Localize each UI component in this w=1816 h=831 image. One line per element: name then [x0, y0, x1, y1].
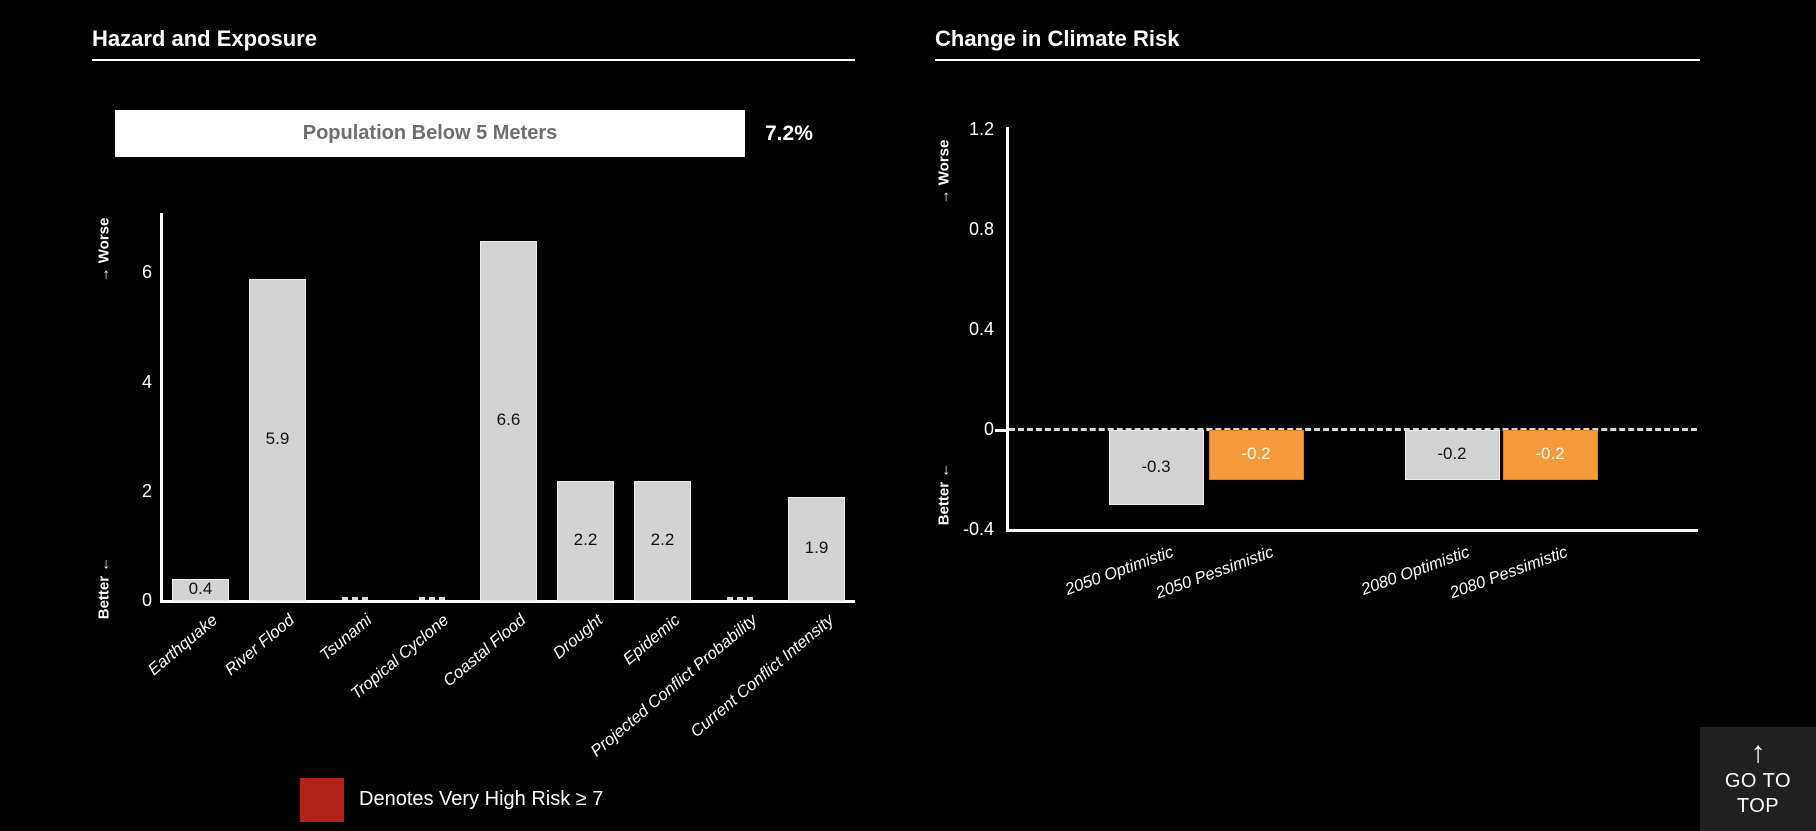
up-arrow-icon: ↑ [1750, 736, 1766, 769]
bar-river-flood [249, 278, 306, 601]
climate-risk-title-underline [935, 59, 1700, 61]
bar-earthquake [172, 579, 229, 601]
climate-x-axis-line [1006, 529, 1698, 532]
hazard-x-axis-line [160, 600, 855, 603]
hazard-exposure-title: Hazard and Exposure [92, 26, 317, 51]
bar-2080-optimistic [1404, 430, 1500, 480]
go-to-top-label-line1: GO TO [1724, 770, 1792, 792]
bar-epidemic-value: 2.2 [650, 529, 675, 549]
hazard-exposure-title-underline [92, 59, 855, 61]
bar-epidemic [634, 480, 691, 601]
hazard-category-epidemic-text: Epidemic [619, 611, 684, 669]
bar-drought-value: 2.2 [573, 529, 598, 549]
hazard-category-current-conflict-intensity-text: Current Conflict Intensity [687, 611, 838, 741]
bar-2050-optimistic-value: -0.3 [1141, 456, 1171, 476]
population-below-5m-label: Population Below 5 Meters [302, 122, 558, 144]
population-below-5m-value: 7.2% [765, 122, 813, 145]
bar-earthquake-value: 0.4 [188, 579, 213, 599]
bar-2050-pessimistic-value: -0.2 [1241, 444, 1271, 463]
climate-ylabel-worse: → Worse [935, 139, 953, 205]
climate-ytick-0: 0 [983, 419, 994, 439]
bar-tsunami-zero-dash [341, 597, 368, 600]
bar-2050-optimistic [1108, 430, 1204, 505]
hazard-ytick-0: 0 [141, 590, 152, 610]
climate-zero-tick-mark [995, 428, 1006, 432]
hazard-category-tsunami-text: Tsunami [316, 611, 376, 665]
hazard-ytick-2: 2 [141, 480, 152, 501]
hazard-ytick-6: 6 [141, 262, 152, 283]
bar-current-conflict-intensity-value: 1.9 [804, 538, 829, 558]
bar-river-flood-value: 5.9 [265, 428, 290, 448]
hazard-category-drought-text: Drought [549, 611, 607, 663]
hazard-y-axis-line [160, 213, 163, 603]
go-to-top-label-line2: TOP [1736, 795, 1780, 817]
bar-drought [557, 480, 614, 601]
climate-zero-dashed-line [1009, 428, 1697, 431]
climate-ytick-0.4: 0.4 [968, 319, 994, 339]
hazard-ylabel-better: Better ← [95, 556, 113, 620]
bar-2080-pessimistic-value: -0.2 [1535, 444, 1565, 463]
bar-coastal-flood [480, 240, 537, 601]
go-to-top-button[interactable]: ↑ GO TO TOP [1700, 727, 1816, 831]
very-high-risk-swatch-icon [300, 778, 344, 822]
hazard-category-river-flood-text: River Flood [221, 611, 299, 680]
hazard-ytick-4: 4 [141, 371, 152, 392]
bar-current-conflict-intensity [788, 497, 845, 601]
climate-ytick-1.2: 1.2 [968, 119, 994, 139]
very-high-risk-legend-label: Denotes Very High Risk ≥ 7 [359, 788, 604, 810]
climate-ytick--0.4: -0.4 [962, 519, 994, 539]
bar-coastal-flood-value: 6.6 [496, 409, 521, 429]
hazard-ylabel-worse: → Worse [95, 217, 113, 283]
bar-2050-pessimistic [1208, 430, 1304, 480]
bar-tropical-cyclone-zero-dash [418, 597, 445, 600]
bar-2080-optimistic-value: -0.2 [1437, 444, 1467, 463]
bar-2080-pessimistic [1502, 430, 1598, 480]
hazard-category-coastal-flood-text: Coastal Flood [439, 611, 530, 691]
bar-projected-conflict-probability-zero-dash [726, 597, 753, 600]
climate-ytick-0.8: 0.8 [968, 219, 994, 239]
population-below-5m-card: Population Below 5 Meters [115, 110, 745, 157]
climate-risk-title: Change in Climate Risk [935, 26, 1180, 51]
climate-ylabel-better: Better ← [935, 462, 953, 526]
hazard-category-earthquake-text: Earthquake [144, 611, 222, 680]
climate-y-axis-line [1006, 127, 1009, 532]
